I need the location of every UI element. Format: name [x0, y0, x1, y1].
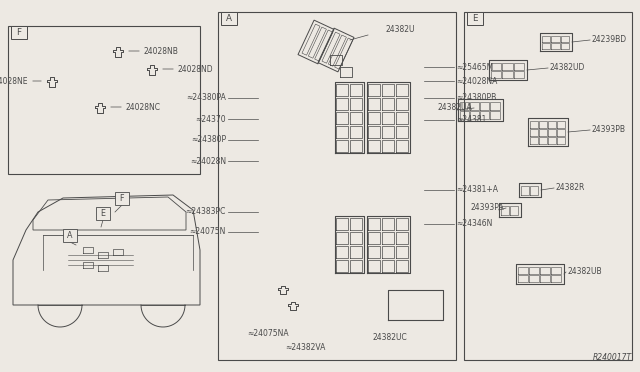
- Text: 24028NC: 24028NC: [126, 103, 161, 112]
- Text: ≈24381+A: ≈24381+A: [456, 186, 498, 195]
- Text: 24028NB: 24028NB: [144, 46, 179, 55]
- Text: ≈24382VA: ≈24382VA: [285, 343, 325, 353]
- Text: ≈24028N: ≈24028N: [190, 157, 226, 166]
- Text: 24382R: 24382R: [556, 183, 586, 192]
- Text: 24382U: 24382U: [385, 26, 415, 35]
- Bar: [328, 35, 346, 66]
- Text: F: F: [17, 28, 22, 37]
- Text: ≈24346N: ≈24346N: [456, 219, 492, 228]
- Text: ≈24380PA: ≈24380PA: [186, 93, 226, 103]
- Text: ≈24075NA: ≈24075NA: [247, 330, 289, 339]
- Text: 24028ND: 24028ND: [178, 64, 214, 74]
- Bar: [302, 24, 320, 55]
- Bar: [8, 26, 200, 174]
- Bar: [335, 38, 353, 69]
- Bar: [63, 229, 77, 242]
- Bar: [308, 27, 326, 58]
- Bar: [221, 12, 237, 25]
- Text: ≈24383PC: ≈24383PC: [186, 208, 226, 217]
- Text: ≈24380P: ≈24380P: [191, 135, 226, 144]
- Text: A: A: [226, 14, 232, 23]
- Text: ≈24370: ≈24370: [195, 115, 226, 124]
- Text: 24393PA: 24393PA: [470, 203, 504, 212]
- Bar: [322, 32, 340, 63]
- Text: E: E: [100, 209, 106, 218]
- Text: 24028NE: 24028NE: [0, 77, 28, 86]
- Text: R240017T: R240017T: [593, 353, 632, 362]
- Text: ≈24028NA: ≈24028NA: [456, 77, 497, 86]
- Bar: [115, 192, 129, 205]
- Text: F: F: [120, 194, 124, 203]
- Text: ≈25465M: ≈25465M: [456, 62, 493, 71]
- Text: ≈24381: ≈24381: [456, 115, 486, 125]
- Text: E: E: [472, 14, 477, 23]
- Bar: [315, 30, 333, 61]
- Text: ≈24075N: ≈24075N: [189, 228, 226, 237]
- Text: 24382UB: 24382UB: [568, 267, 603, 276]
- Bar: [11, 26, 27, 39]
- Text: 24382UA: 24382UA: [437, 103, 472, 112]
- Text: 24382UD: 24382UD: [550, 64, 586, 73]
- Text: A: A: [67, 231, 73, 240]
- Bar: [298, 20, 334, 64]
- Text: 24393PB: 24393PB: [592, 125, 626, 135]
- Text: ≈24380PB: ≈24380PB: [456, 93, 496, 103]
- Bar: [464, 12, 632, 360]
- Bar: [218, 12, 456, 360]
- Bar: [318, 28, 354, 72]
- Text: 24382UC: 24382UC: [372, 334, 408, 343]
- Bar: [96, 207, 110, 220]
- Text: 24239BD: 24239BD: [592, 35, 627, 45]
- Bar: [467, 12, 483, 25]
